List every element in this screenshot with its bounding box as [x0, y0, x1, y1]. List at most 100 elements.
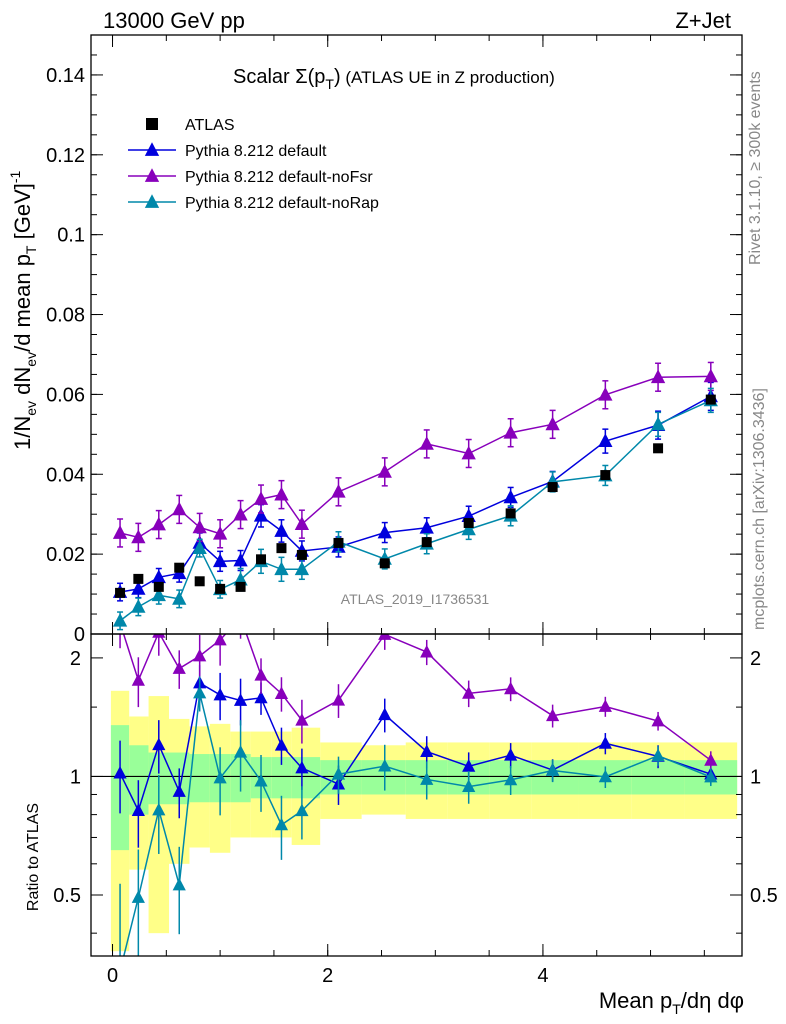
data-point — [133, 573, 144, 584]
series-marker — [598, 736, 612, 749]
series-marker — [131, 529, 146, 544]
series-marker — [112, 525, 128, 539]
series-marker — [331, 693, 346, 706]
series-line — [119, 399, 712, 622]
series-marker — [420, 744, 434, 757]
data-point — [333, 537, 344, 548]
series-marker — [545, 416, 560, 431]
series-marker — [503, 424, 518, 439]
y-axis-label: 1/Nev dNev/d mean pT [GeV]-1 — [7, 170, 39, 450]
series-marker — [598, 386, 613, 401]
series-marker — [152, 737, 166, 751]
analysis-watermark: ATLAS_2019_I1736531 — [341, 591, 490, 607]
band-inner — [189, 754, 210, 803]
y-tick-label: 0.08 — [46, 305, 85, 327]
series-marker — [253, 507, 269, 522]
series-marker — [294, 561, 310, 576]
header-right: Z+Jet — [675, 8, 731, 33]
data-point — [653, 443, 664, 454]
y-tick-label: 0.12 — [46, 145, 85, 167]
series-marks — [112, 361, 718, 956]
data-point — [421, 537, 432, 548]
series-line — [119, 375, 711, 539]
series-marker — [152, 634, 166, 638]
series-marker — [131, 803, 145, 817]
band-inner — [291, 757, 321, 799]
header-left: 13000 GeV pp — [103, 8, 245, 33]
series-marker — [144, 142, 160, 156]
series-marker — [144, 194, 160, 208]
series-marker — [377, 464, 392, 478]
series-marker — [253, 491, 269, 505]
series-marker — [234, 610, 247, 623]
data-point — [379, 558, 390, 569]
series-marker — [651, 713, 665, 727]
series-marker — [651, 748, 665, 762]
y-tick-label: 0.06 — [46, 384, 85, 406]
data-point — [235, 581, 246, 592]
series-marker — [212, 553, 228, 568]
main-series — [112, 361, 718, 631]
series-marker — [233, 552, 248, 567]
data-point — [276, 543, 287, 554]
ratio-bands — [91, 690, 742, 952]
data-point — [600, 470, 611, 481]
y-tick-label: 0 — [74, 624, 85, 646]
ratio-tick-label: 0.5 — [53, 885, 81, 907]
series-marker — [598, 699, 612, 712]
series-marker — [254, 773, 268, 787]
legend-label: Pythia 8.212 default-noFsr — [185, 169, 373, 186]
series-marker — [131, 599, 146, 613]
data-point — [505, 508, 516, 519]
series-marker — [331, 767, 346, 780]
series-marker — [233, 506, 248, 521]
series-marker — [504, 772, 518, 786]
series-marker — [233, 693, 248, 706]
y-tick-label: 0.14 — [46, 65, 85, 87]
series-marker — [461, 445, 476, 460]
x-tick-label: 0 — [107, 965, 118, 987]
x-axis-label: Mean pT/dη dφ — [599, 988, 744, 1017]
band-inner — [271, 757, 292, 799]
series-marker — [704, 753, 718, 766]
mcplots-label: mcplots.cern.ch [arXiv:1306.3436] — [751, 388, 768, 630]
series-marker — [378, 758, 392, 772]
ratio-tick-label: 1 — [70, 766, 81, 788]
series-marker — [378, 707, 392, 721]
series-marker — [650, 416, 666, 431]
series-marker — [213, 770, 227, 784]
series-marker — [131, 673, 145, 686]
series-marker — [295, 760, 309, 774]
series-marker — [546, 708, 560, 722]
series-marker — [192, 540, 207, 554]
ratio-tick-label-right: 0.5 — [750, 885, 778, 907]
series-marker — [419, 436, 434, 450]
y-tick-label: 0.02 — [46, 544, 85, 566]
series-marker — [192, 519, 207, 534]
series-marker — [112, 613, 128, 627]
legend: ATLAS Pythia 8.212 default Pythia 8.212 de… — [128, 117, 379, 212]
series-marker — [254, 690, 268, 704]
series-marker — [295, 713, 309, 726]
series-marker — [598, 433, 613, 447]
series-marker — [172, 591, 187, 605]
series-marker — [213, 634, 227, 646]
data-point — [174, 562, 185, 573]
series-marker — [172, 784, 186, 797]
y-tick-label: 0.04 — [46, 464, 85, 486]
series-marker — [420, 644, 434, 658]
data-point — [296, 549, 307, 560]
series-marker — [213, 687, 227, 701]
series-marker — [151, 516, 166, 531]
series-marker — [295, 803, 309, 817]
series-marker — [193, 648, 207, 662]
data-point — [115, 587, 126, 598]
series-marker — [212, 525, 228, 540]
series-marker — [193, 685, 207, 699]
data-point — [194, 576, 205, 587]
series-marker — [462, 686, 476, 699]
series-marker — [546, 763, 560, 776]
series-marker — [598, 769, 612, 783]
ratio-tick-label: 2 — [70, 648, 81, 670]
series-marker — [419, 519, 434, 534]
